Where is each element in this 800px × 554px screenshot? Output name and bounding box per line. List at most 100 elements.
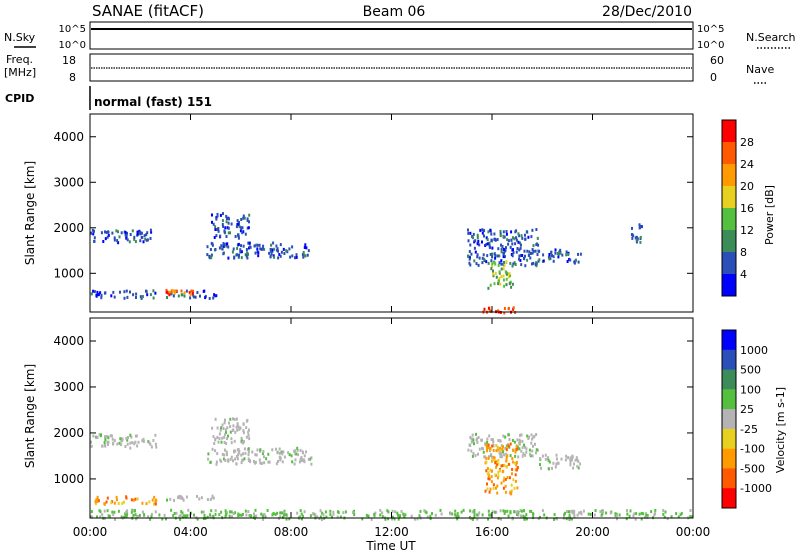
range-cell [107,230,110,234]
range-cell [281,452,284,456]
range-cell [635,240,638,244]
range-cell [423,509,426,513]
range-cell [469,263,472,267]
range-cell [491,246,494,250]
range-cell [309,457,312,461]
range-cell [633,512,636,516]
range-cell [275,447,277,451]
range-cell [544,453,547,457]
range-cell [270,249,272,253]
range-cell [541,454,544,458]
range-cell [505,260,508,264]
range-cell [514,230,517,234]
range-cell [241,458,244,462]
range-cell [222,252,225,256]
range-cell [329,509,332,513]
range-cell [127,436,129,439]
range-cell [519,259,522,262]
range-cell [155,445,158,449]
range-cell [509,511,512,515]
range-cell [509,476,511,480]
range-cell [141,501,144,505]
range-cell [511,517,514,521]
range-cell [124,233,127,237]
range-cell [490,480,493,484]
range-cell [490,239,493,243]
range-cell [505,465,508,469]
range-cell [532,444,534,448]
range-cell [499,232,502,236]
range-cell [248,514,251,517]
range-cell [216,435,219,439]
range-cell [556,252,559,255]
range-cell [226,226,229,230]
range-cell [478,256,481,260]
range-cell [227,256,230,260]
range-cell [503,453,506,457]
range-cell [98,433,101,437]
range-cell [523,249,526,253]
colorbar-tick-label: 8 [740,246,747,259]
range-cell [502,486,505,490]
range-cell [241,441,244,445]
colorbar-swatch [722,468,736,489]
range-cell [520,449,523,453]
range-cell [500,444,503,448]
range-cell [530,235,533,239]
range-cell [211,447,214,451]
range-cell [131,441,134,445]
colorbar-tick-label: 500 [740,364,761,377]
range-cell [226,426,229,430]
range-cell [486,472,489,476]
range-cell [331,515,333,519]
range-cell [225,431,227,434]
range-cell [296,446,299,450]
range-cell [488,477,491,481]
range-cell [166,498,168,502]
range-cell [237,236,240,240]
range-cell [253,512,255,516]
range-cell [494,254,497,257]
range-cell [242,214,245,218]
power-panel: 1000 2000 3000 4000 Slant Range [km] 4 8 12 16… [23,113,776,315]
range-cell [154,291,157,295]
range-cell [475,438,478,442]
range-cell [454,513,457,517]
range-cell [295,255,298,259]
range-cell [626,509,628,512]
range-cell [513,486,516,490]
range-cell [187,508,190,512]
range-cell [502,464,505,467]
cpid-value: normal (fast) 151 [94,95,212,109]
power-y-label: Slant Range [km] [23,161,37,265]
range-cell [119,290,121,294]
range-cell [237,453,240,457]
range-cell [555,517,558,521]
range-cell [492,440,495,444]
range-cell [252,515,255,519]
range-cell [487,517,489,521]
range-cell [235,417,238,421]
range-cell [630,233,633,237]
range-cell [112,441,115,445]
range-cell [615,514,618,518]
range-cell [324,510,327,514]
range-cell [253,244,256,248]
range-cell [487,474,490,477]
range-cell [214,417,217,421]
range-cell [514,468,517,472]
range-cell [101,444,104,448]
range-cell [498,254,501,258]
range-cell [387,517,390,521]
range-cell [302,451,304,455]
range-cell [475,262,478,266]
range-cell [394,510,397,514]
range-cell [202,510,205,514]
range-cell [138,513,141,517]
range-cell [559,248,562,252]
range-cell [635,238,638,242]
range-cell [470,449,473,453]
range-cell [109,434,112,438]
range-cell [231,250,234,254]
range-cell [215,462,218,466]
